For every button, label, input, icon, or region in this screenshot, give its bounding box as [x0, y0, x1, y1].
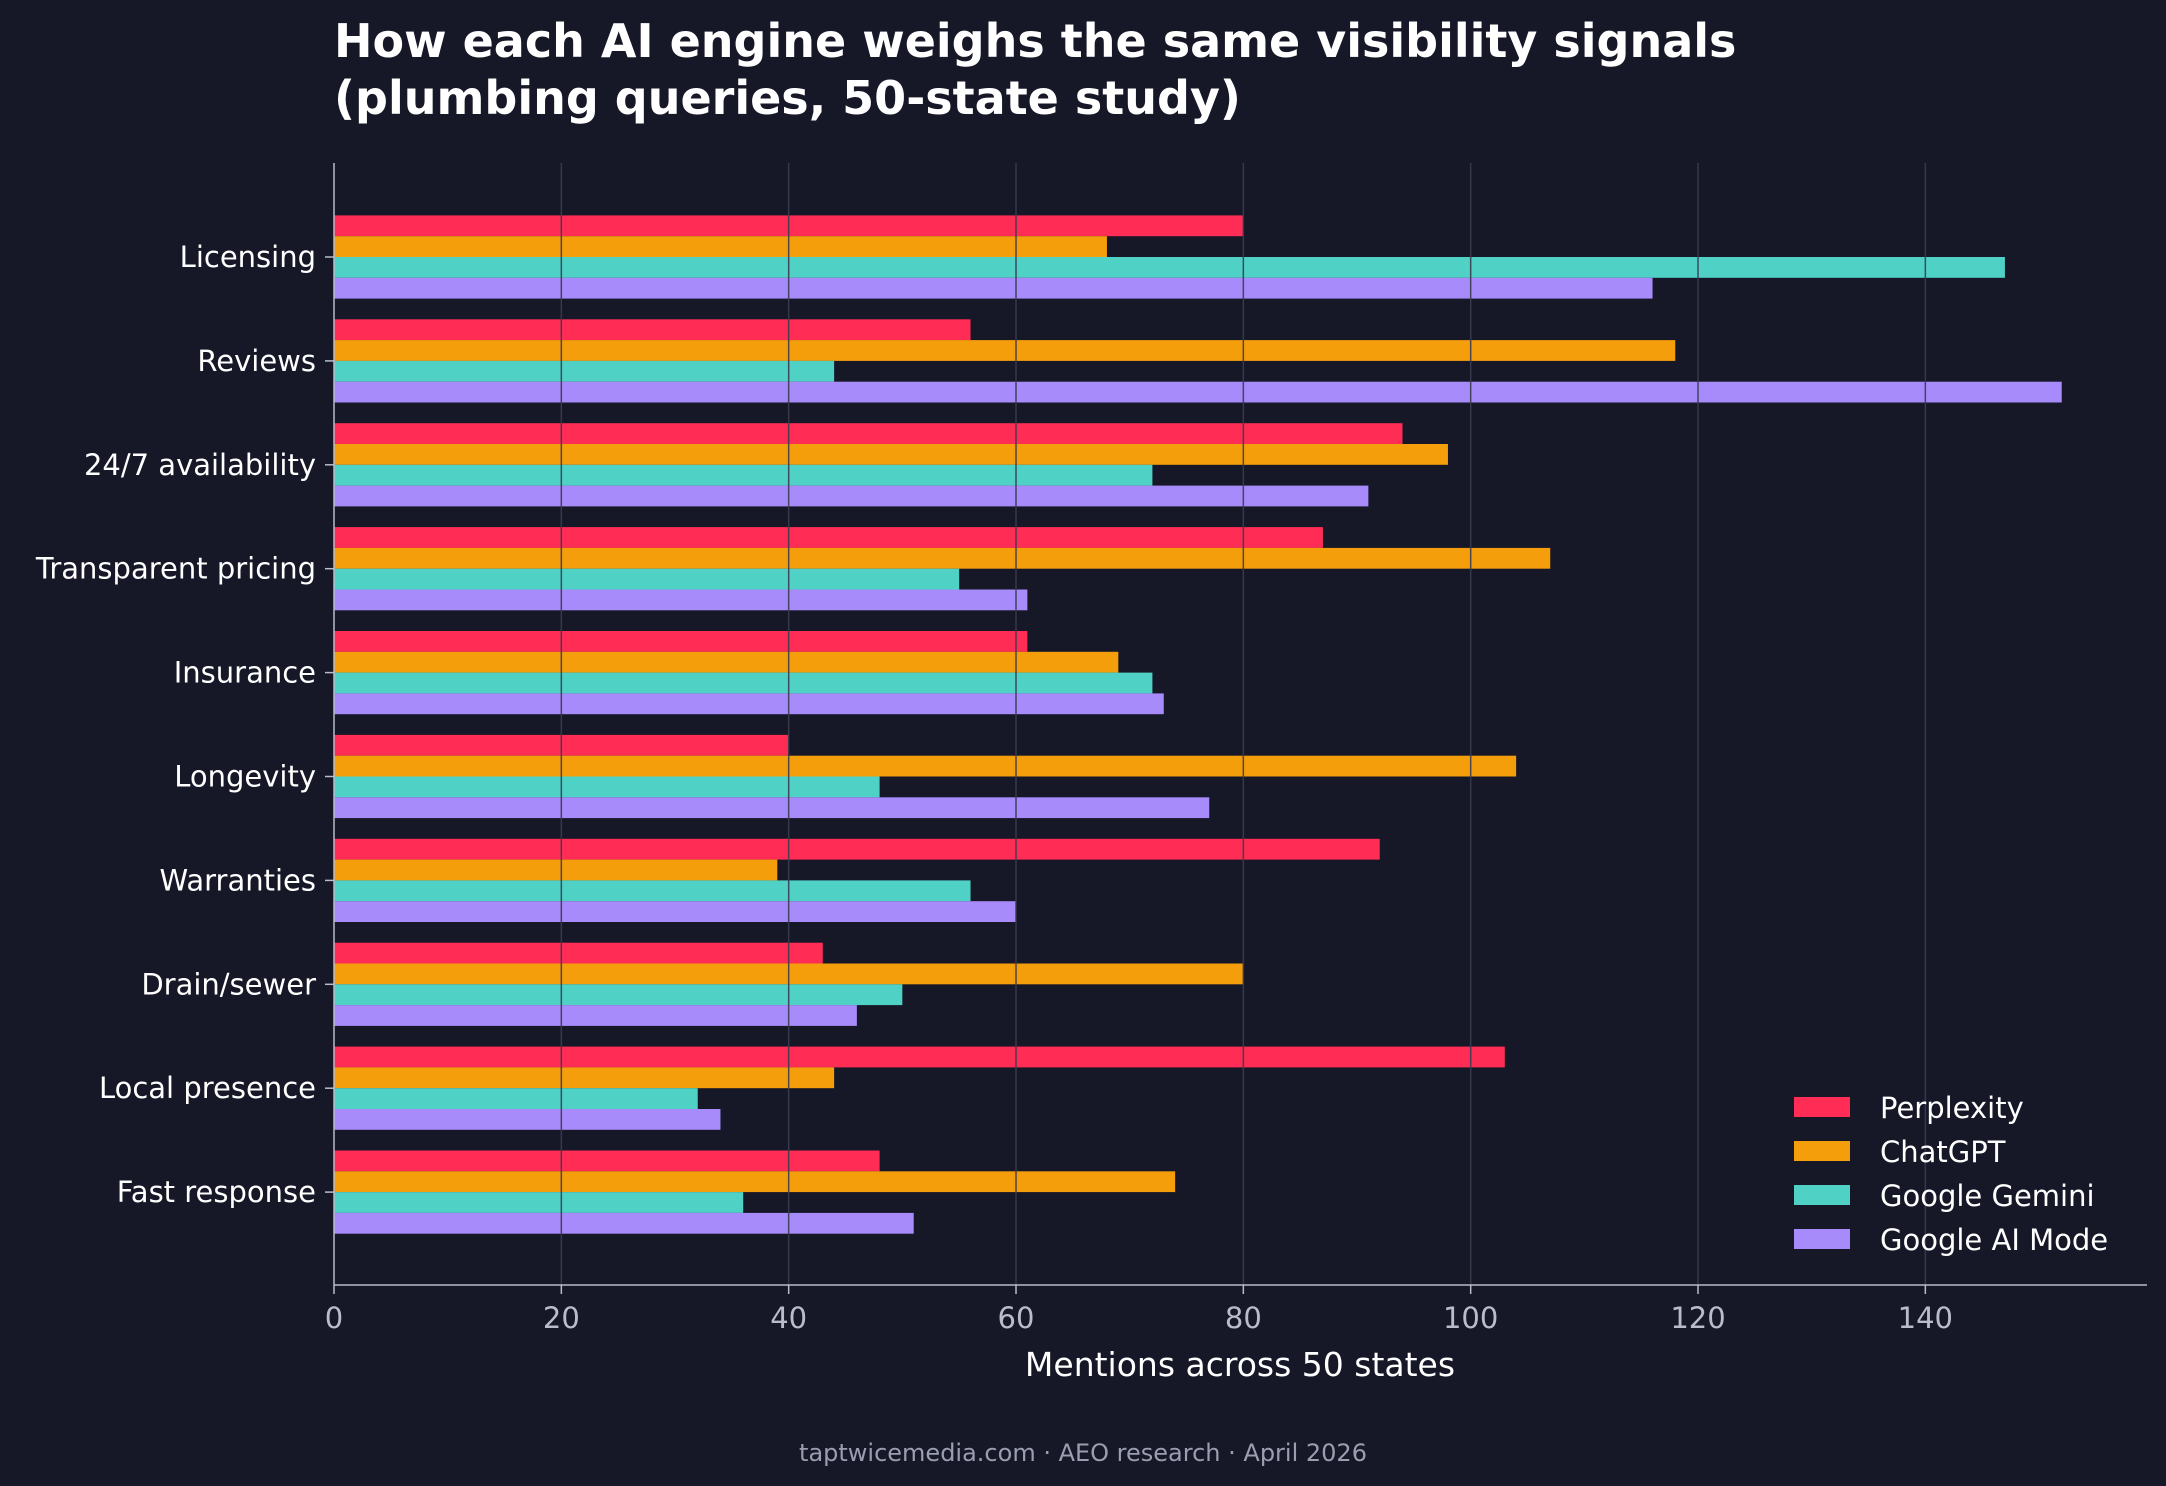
chart-title-line-2: (plumbing queries, 50-state study) [334, 71, 1241, 125]
x-tick-label: 140 [1898, 1301, 1953, 1335]
bar-chatgpt [334, 340, 1676, 361]
chart-title-line-1: How each AI engine weighs the same visib… [334, 14, 1736, 68]
legend-swatch [1794, 1097, 1850, 1117]
y-tick-label: Reviews [197, 344, 316, 378]
bar-google-gemini [334, 1088, 698, 1109]
bar-google-gemini [334, 1192, 744, 1213]
bar-google-ai-mode [334, 277, 1653, 299]
x-tick-label: 0 [325, 1301, 343, 1335]
x-tick-label: 100 [1443, 1301, 1498, 1335]
x-tick-label: 40 [770, 1301, 807, 1335]
y-tick-label: Licensing [180, 240, 316, 274]
bar-chatgpt [334, 236, 1107, 257]
bar-google-ai-mode [334, 797, 1210, 819]
bar-google-gemini [334, 672, 1153, 694]
x-tick-label: 20 [543, 1301, 580, 1335]
legend-label: Google Gemini [1880, 1179, 2095, 1213]
y-tick-label: Transparent pricing [35, 552, 316, 586]
bar-perplexity [334, 942, 823, 964]
bar-perplexity [334, 1046, 1505, 1068]
legend-label: Perplexity [1880, 1091, 2024, 1125]
bar-perplexity [334, 423, 1403, 444]
axes-group: Licensing Reviews 24/7 availability Transpa… [35, 163, 2147, 1335]
legend-swatch [1794, 1229, 1850, 1249]
bar-google-gemini [334, 880, 971, 902]
y-tick-label: Fast response [117, 1175, 316, 1209]
x-tick-label: 120 [1670, 1301, 1725, 1335]
bar-google-gemini [334, 257, 2005, 278]
bar-google-ai-mode [334, 485, 1369, 507]
grid-group [560, 163, 1927, 1285]
legend-swatch [1794, 1185, 1850, 1205]
legend-swatch [1794, 1141, 1850, 1161]
bars-group [334, 215, 2062, 1234]
y-tick-label: 24/7 availability [84, 448, 316, 482]
footer-credit: taptwicemedia.com · AEO research · April… [799, 1439, 1367, 1467]
bar-google-gemini [334, 776, 880, 798]
bar-perplexity [334, 1150, 880, 1172]
bar-google-ai-mode [334, 381, 2062, 403]
bar-google-ai-mode [334, 1109, 721, 1130]
y-tick-label: Longevity [174, 760, 316, 794]
bar-chatgpt [334, 755, 1517, 777]
bar-google-ai-mode [334, 693, 1164, 715]
bar-google-ai-mode [334, 901, 1017, 922]
y-tick-label: Drain/sewer [141, 967, 316, 1001]
bar-chatgpt [334, 1067, 835, 1089]
bar-chatgpt [334, 547, 1551, 569]
legend-label: ChatGPT [1880, 1135, 2006, 1169]
bar-perplexity [334, 319, 971, 341]
y-tick-label: Insurance [174, 656, 316, 690]
bar-google-gemini [334, 464, 1153, 486]
bar-google-ai-mode [334, 1005, 857, 1026]
x-tick-label: 80 [1225, 1301, 1262, 1335]
bar-chatgpt [334, 859, 778, 881]
bar-chatgpt [334, 651, 1119, 673]
legend: Perplexity ChatGPT Google Gemini Google AI … [1794, 1091, 2108, 1257]
bar-google-ai-mode [334, 1212, 914, 1234]
bar-google-ai-mode [334, 589, 1028, 611]
bar-google-gemini [334, 360, 835, 382]
bar-perplexity [334, 631, 1028, 652]
bar-google-gemini [334, 568, 960, 590]
bar-perplexity [334, 838, 1380, 860]
bar-chatgpt [334, 1171, 1176, 1193]
bar-perplexity [334, 527, 1323, 548]
x-tick-label: 60 [998, 1301, 1035, 1335]
bar-chatgpt [334, 444, 1448, 465]
legend-label: Google AI Mode [1880, 1223, 2108, 1257]
y-tick-label: Warranties [160, 863, 316, 897]
x-axis-label: Mentions across 50 states [1025, 1345, 1455, 1384]
y-tick-label: Local presence [99, 1071, 316, 1105]
bar-google-gemini [334, 984, 903, 1006]
